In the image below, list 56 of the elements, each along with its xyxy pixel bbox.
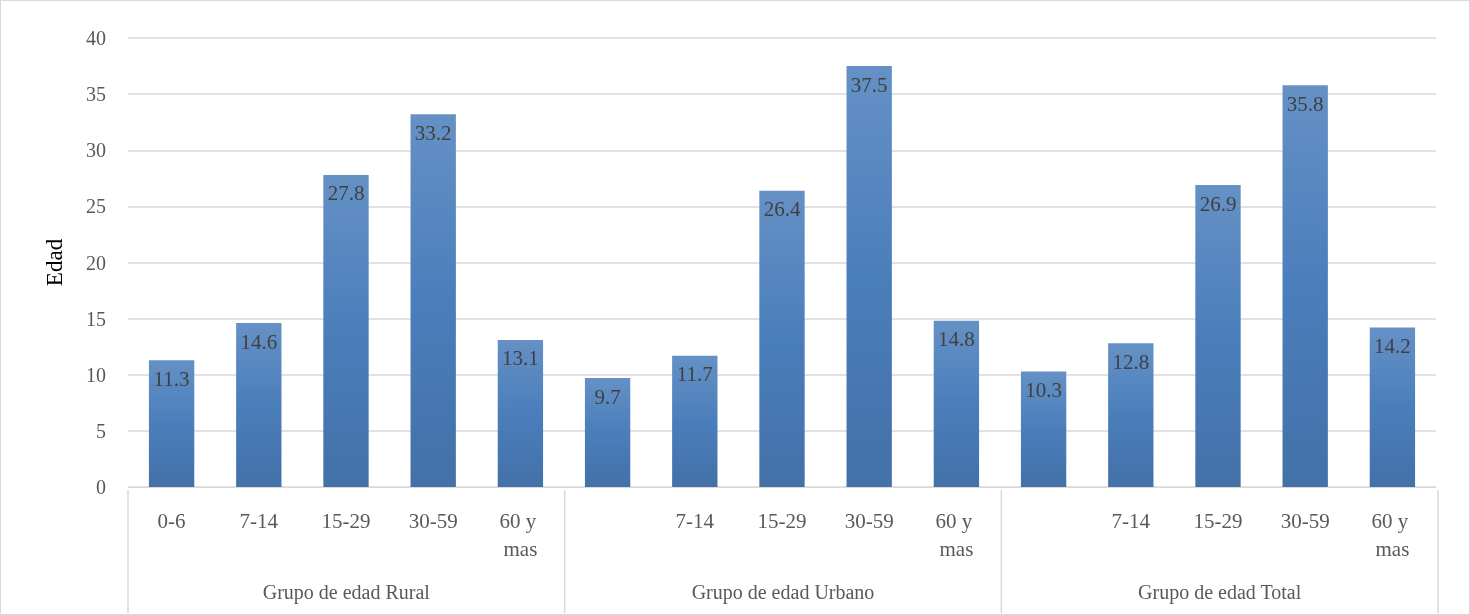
bar (1020, 371, 1067, 487)
x-tick-label: 60 y mas (499, 509, 542, 561)
text: Grupo de edad Urbano (691, 581, 875, 604)
y-tick-label: 0 (96, 476, 106, 498)
data-label: 10.3 (1025, 377, 1062, 402)
bar (497, 339, 544, 487)
bar (1195, 185, 1241, 487)
data-label: 37.5 (850, 72, 888, 97)
data-label: 12.8 (1112, 349, 1150, 374)
bar (672, 355, 718, 487)
text: Grupo de edad Total (1138, 581, 1302, 604)
x-tick-label: 7-14 (1111, 509, 1151, 533)
y-tick-label: 25 (86, 195, 106, 218)
x-tick-label: 60 y mas (935, 509, 978, 561)
x-tick-label: 30-59 (1280, 509, 1330, 533)
bar (410, 114, 456, 487)
x-tick-label: 7-14 (675, 509, 715, 533)
y-tick-label: 10 (86, 363, 106, 386)
x-tick-label: 0-6 (157, 509, 186, 533)
bar (933, 320, 980, 487)
y-tick-label: 15 (86, 307, 106, 330)
bar (148, 360, 195, 487)
y-axis-title: Edad (42, 238, 67, 287)
x-tick-label: 30-59 (844, 509, 894, 533)
data-label: 26.9 (1199, 191, 1237, 216)
x-tick-label: 30-59 (408, 509, 458, 533)
y-tick-label: 40 (86, 27, 106, 49)
data-label: 14.6 (240, 329, 278, 354)
bar (236, 323, 282, 487)
data-label: 27.8 (327, 181, 365, 206)
x-tick-label: 15-29 (757, 509, 807, 533)
data-label: 35.8 (1286, 91, 1324, 116)
x-tick-label: 15-29 (1193, 509, 1243, 533)
x-tick-label: 7-14 (239, 509, 279, 533)
y-tick-label: 20 (86, 251, 106, 274)
data-label: 33.2 (414, 120, 452, 145)
data-label: 26.4 (763, 197, 801, 222)
bar (759, 190, 805, 487)
bar (584, 378, 631, 487)
text: Grupo de edad Rural (262, 581, 431, 604)
data-label: 11.7 (676, 362, 713, 387)
y-tick-label: 30 (86, 139, 106, 162)
data-label: 13.1 (502, 346, 539, 371)
x-tick-label: 60 y mas (1371, 509, 1414, 561)
bar (1282, 85, 1328, 487)
bar (323, 174, 369, 487)
data-label: 9.7 (594, 384, 621, 409)
x-tick-label: 15-29 (321, 509, 371, 533)
y-tick-label: 5 (96, 419, 106, 442)
data-label: 11.3 (153, 366, 190, 391)
bar (846, 66, 892, 487)
bar (1108, 343, 1154, 487)
y-tick-label: 35 (86, 83, 106, 106)
data-label: 14.2 (1374, 334, 1411, 359)
bar (1369, 327, 1416, 487)
data-label: 14.8 (938, 327, 975, 352)
